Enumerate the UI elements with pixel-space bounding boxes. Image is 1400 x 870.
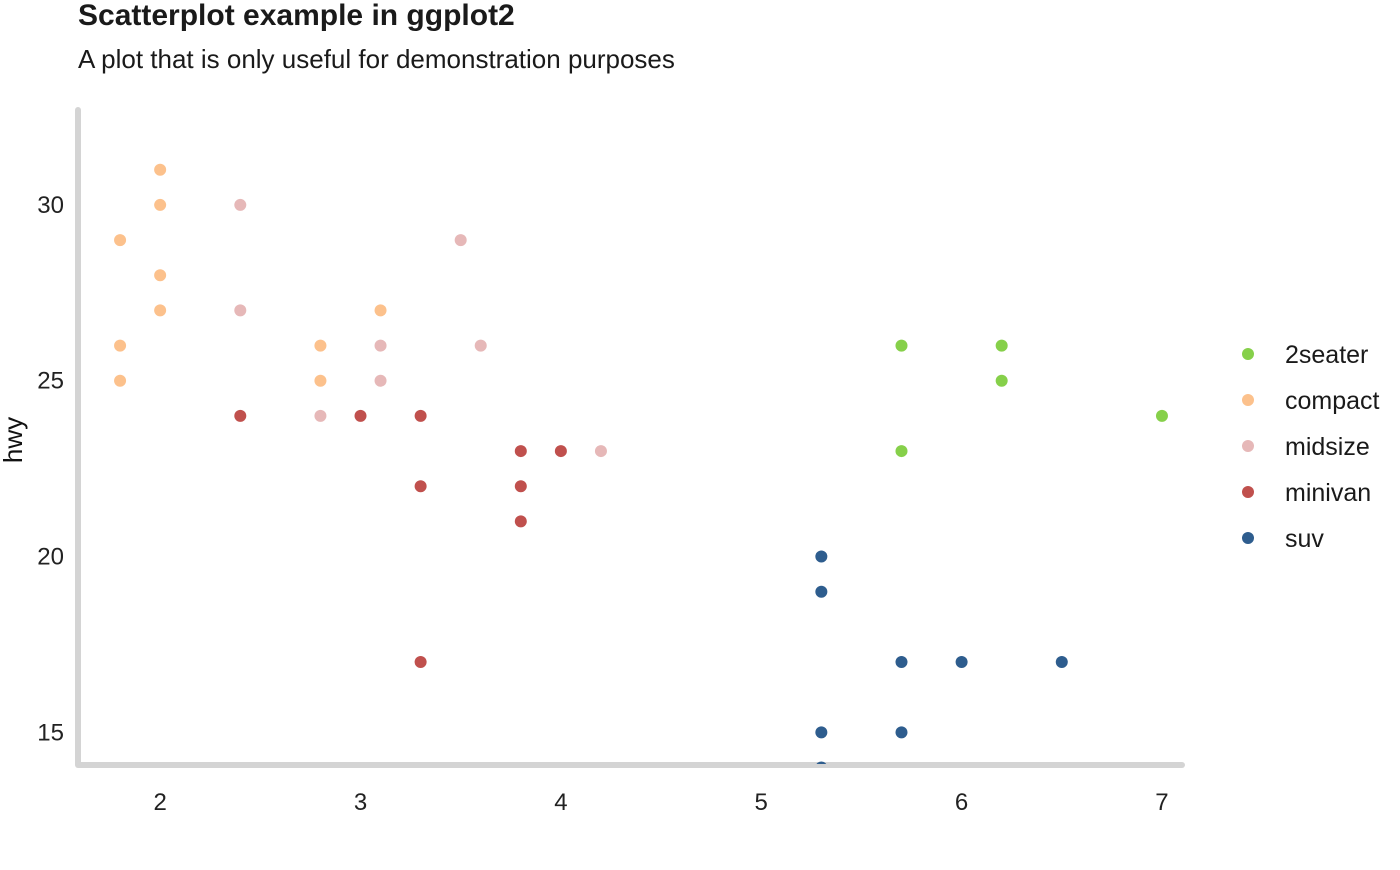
x-tick-label: 2 [153, 789, 166, 816]
point-compact [314, 374, 327, 387]
point-midsize [234, 304, 247, 317]
point-2seater [1155, 409, 1168, 422]
legend-label-compact: compact [1285, 387, 1380, 415]
point-compact [154, 198, 167, 211]
point-minivan [234, 409, 247, 422]
point-compact [114, 339, 127, 352]
y-tick-label: 15 [37, 719, 64, 746]
point-midsize [474, 339, 487, 352]
point-suv [1055, 656, 1068, 669]
point-compact [154, 163, 167, 176]
legend-key-minivan [1242, 486, 1254, 498]
point-suv [815, 550, 828, 563]
point-compact [154, 304, 167, 317]
point-compact [154, 269, 167, 282]
x-tick-label: 4 [554, 789, 567, 816]
x-tick-label: 6 [955, 789, 968, 816]
point-minivan [354, 409, 367, 422]
point-2seater [995, 374, 1008, 387]
y-tick-label: 25 [37, 368, 64, 395]
chart-title: Scatterplot example in ggplot2 [78, 0, 515, 32]
x-tick-label: 3 [354, 789, 367, 816]
point-midsize [234, 198, 247, 211]
point-minivan [414, 409, 427, 422]
chart-subtitle: A plot that is only useful for demonstra… [78, 44, 675, 74]
point-compact [374, 304, 387, 317]
y-tick-label: 20 [37, 544, 64, 571]
point-compact [314, 339, 327, 352]
legend-label-suv: suv [1285, 525, 1324, 553]
point-minivan [514, 480, 527, 493]
x-tick-label: 5 [755, 789, 768, 816]
point-midsize [594, 445, 607, 458]
point-minivan [514, 445, 527, 458]
y-tick-label: 30 [37, 192, 64, 219]
point-midsize [374, 339, 387, 352]
point-minivan [414, 480, 427, 493]
point-midsize [314, 409, 327, 422]
point-suv [815, 726, 828, 739]
point-2seater [895, 445, 908, 458]
point-2seater [895, 339, 908, 352]
legend-key-2seater [1242, 348, 1254, 360]
plot-area: 2 3 4 5 6 7 15 20 25 30 [37, 107, 1185, 816]
point-midsize [374, 374, 387, 387]
legend-label-minivan: minivan [1285, 479, 1371, 507]
legend-key-suv [1242, 532, 1254, 544]
legend: 2seater compact midsize minivan suv [1242, 341, 1380, 553]
point-suv [816, 761, 827, 764]
x-tick-label: 7 [1155, 789, 1168, 816]
legend-key-midsize [1242, 440, 1254, 452]
point-minivan [514, 515, 527, 528]
data-points [114, 163, 1168, 764]
legend-label-midsize: midsize [1285, 433, 1370, 461]
point-suv [895, 726, 908, 739]
point-compact [114, 374, 127, 387]
point-suv [955, 656, 968, 669]
legend-label-2seater: 2seater [1285, 341, 1368, 369]
point-minivan [414, 656, 427, 669]
y-axis-title: hwy [0, 417, 28, 463]
legend-key-compact [1242, 394, 1254, 406]
point-suv [815, 585, 828, 598]
point-midsize [454, 234, 467, 247]
point-suv [895, 656, 908, 669]
point-2seater [995, 339, 1008, 352]
point-compact [114, 234, 127, 247]
point-minivan [554, 445, 567, 458]
